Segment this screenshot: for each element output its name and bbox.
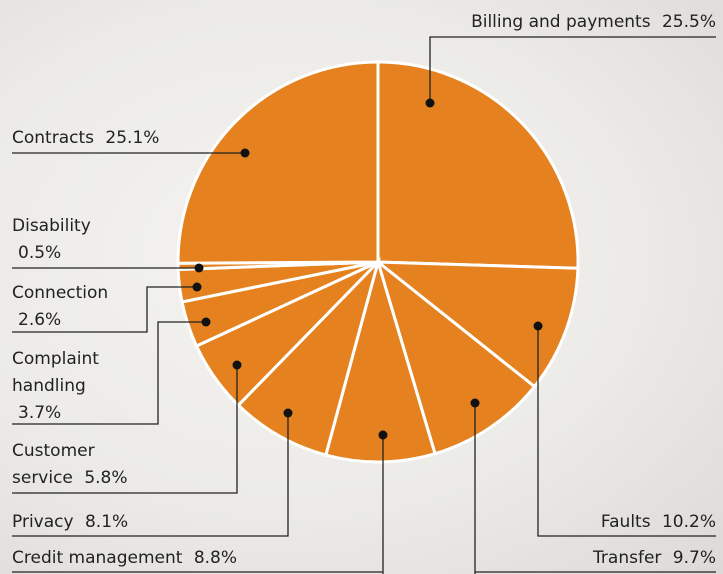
category-label: Faults	[600, 512, 651, 532]
leader-dot	[201, 317, 211, 327]
value-label: 8.1%	[84, 512, 129, 532]
leader-dot	[232, 360, 242, 370]
pie-slice	[376, 60, 580, 270]
slice-label: Customer service 5.8%	[12, 438, 132, 492]
slice-label: Contracts 25.1%	[12, 125, 159, 152]
leader-dot	[192, 282, 202, 292]
value-label: 8.8%	[193, 548, 238, 568]
leader-dot	[240, 148, 250, 158]
value-label: 9.7%	[672, 548, 716, 568]
category-label: Transfer	[593, 548, 662, 568]
slice-label: Credit management 8.8%	[12, 545, 237, 572]
leader-line	[12, 435, 384, 574]
category-label: Customer service	[12, 441, 95, 488]
value-label: 25.1%	[105, 128, 160, 148]
leader-dot	[425, 98, 435, 108]
slice-label: Faults 10.2%	[601, 509, 716, 536]
value-label: 10.2%	[661, 512, 716, 532]
category-label: Credit management	[12, 548, 183, 568]
category-label: Connection	[12, 283, 109, 303]
category-label: Billing and payments	[471, 12, 651, 32]
value-label: 5.8%	[84, 468, 128, 488]
value-label: 2.6%	[18, 310, 62, 330]
leader-line	[474, 403, 716, 574]
pie-slice	[375, 257, 537, 456]
slice-label: Complaint handling 3.7%	[12, 346, 112, 427]
leader-dot	[378, 430, 388, 440]
leader-line	[12, 413, 289, 537]
category-label: Contracts	[12, 128, 94, 148]
leader-line	[537, 326, 716, 537]
value-label: 3.7%	[18, 403, 62, 423]
leader-dot	[194, 263, 204, 273]
slice-label: Privacy 8.1%	[12, 509, 128, 536]
leader-dot	[283, 408, 293, 418]
slice-label: Disability 0.5%	[12, 213, 112, 267]
leader-line	[12, 286, 197, 333]
value-label: 0.5%	[18, 243, 62, 263]
leader-line	[12, 321, 206, 425]
pie-slice	[236, 256, 381, 457]
leader-dot	[533, 321, 543, 331]
slice-label: Billing and payments 25.5%	[471, 9, 716, 36]
leader-line	[12, 365, 238, 494]
slice-label: Transfer 9.7%	[593, 545, 716, 572]
slice-label: Connection 2.6%	[12, 280, 132, 334]
category-label: Complaint handling	[12, 349, 99, 396]
category-label: Privacy	[12, 512, 74, 532]
pie-slice	[176, 60, 380, 265]
value-label: 25.5%	[661, 12, 716, 32]
pie-slice	[323, 256, 437, 464]
leader-dot	[470, 398, 480, 408]
leader-line	[429, 36, 716, 103]
category-label: Disability	[12, 216, 91, 236]
